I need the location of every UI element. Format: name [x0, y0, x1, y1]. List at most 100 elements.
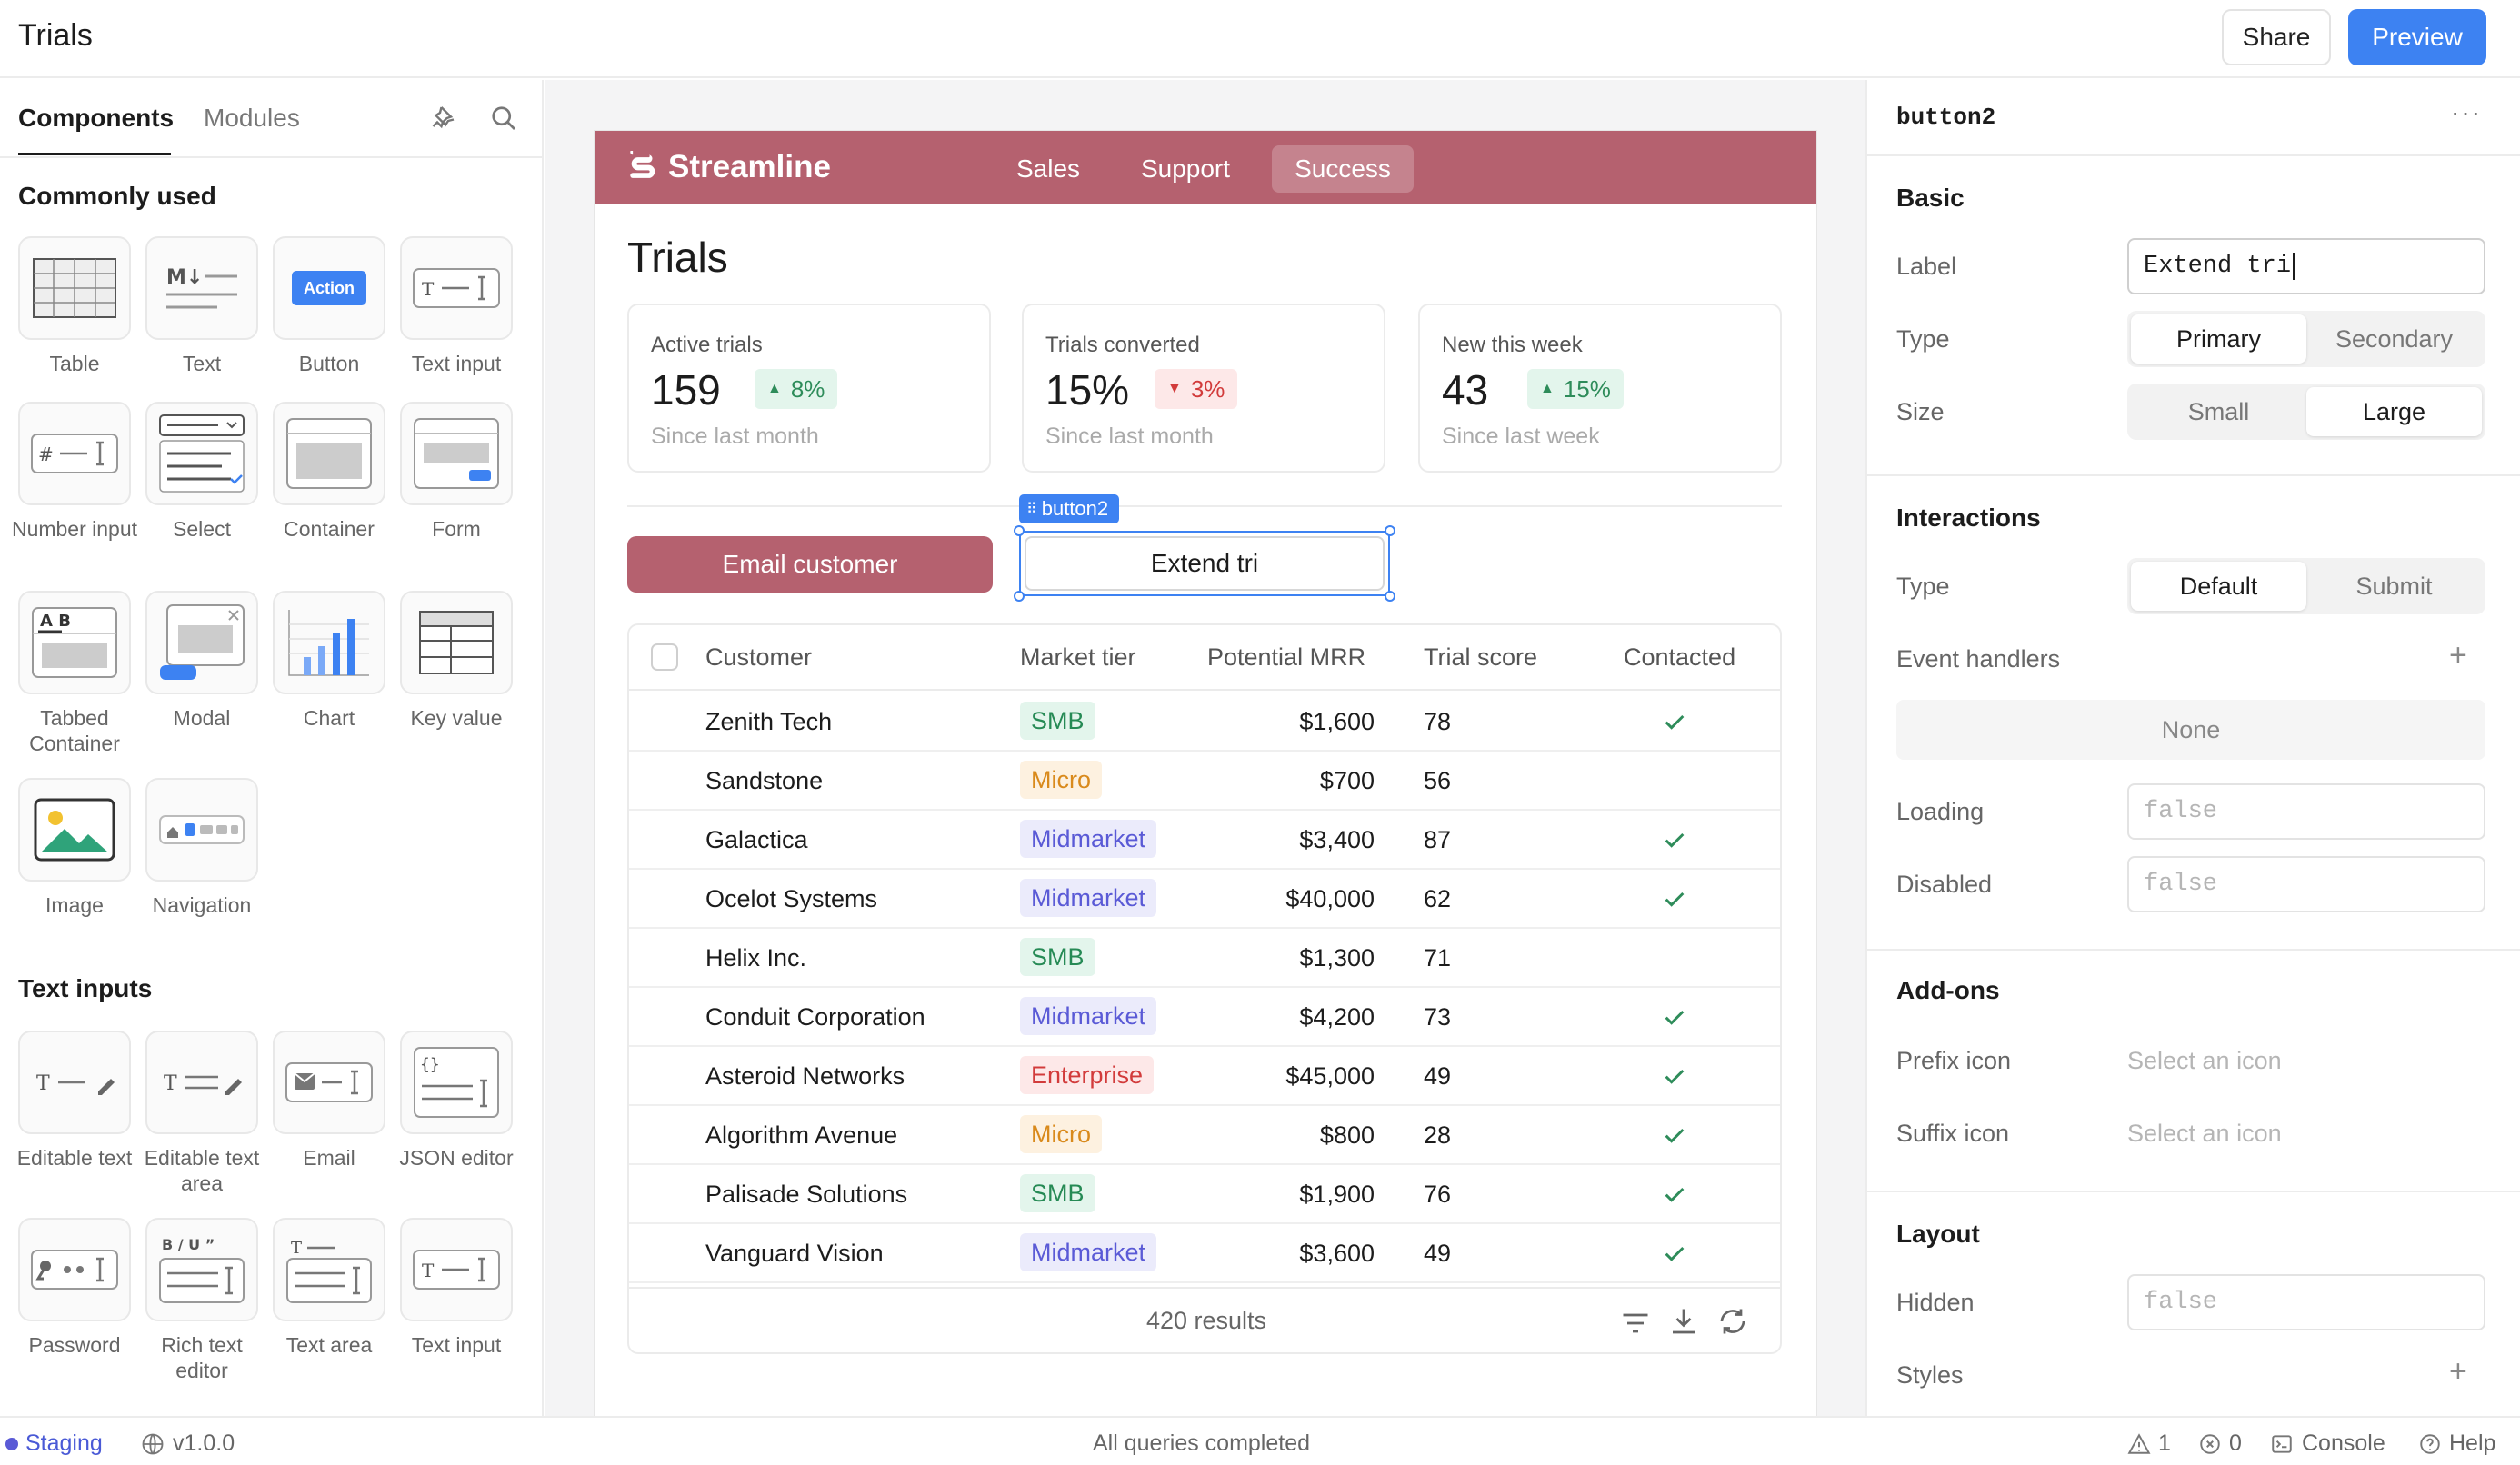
component-rich-text-editor[interactable]: B / U ” Rich text editor	[138, 1218, 265, 1383]
table-row[interactable]: Galactica Midmarket $3,400 87	[629, 811, 1780, 870]
component-text-input[interactable]: T Text input	[393, 236, 520, 376]
extend-trial-button-selected[interactable]: Extend tri	[1019, 531, 1390, 596]
table-row[interactable]: Algorithm Avenue Micro $800 28	[629, 1106, 1780, 1165]
nav-support[interactable]: Support	[1140, 154, 1231, 183]
component-password[interactable]: Password	[11, 1218, 138, 1358]
resize-handle[interactable]	[1014, 591, 1025, 602]
section-layout[interactable]: Layout	[1896, 1220, 1980, 1248]
component-tabbed-container[interactable]: A B Tabbed Container	[11, 591, 138, 756]
component-key-value[interactable]: Key value	[393, 591, 520, 731]
extend-trial-button[interactable]: Extend tri	[1025, 536, 1385, 591]
table-row[interactable]: Vanguard Vision Midmarket $3,600 49	[629, 1224, 1780, 1283]
component-text-area[interactable]: T Text area	[265, 1218, 393, 1358]
table-row[interactable]: Asteroid Networks Enterprise $45,000 49	[629, 1047, 1780, 1106]
modal-icon	[160, 604, 245, 680]
component-image[interactable]: Image	[11, 778, 138, 918]
kpi-label: Active trials	[651, 333, 763, 357]
component-name[interactable]: button2	[1896, 104, 1996, 131]
type-segmented-control[interactable]: Primary Secondary	[2127, 311, 2485, 367]
selected-component-tag[interactable]: ⠿ button2	[1019, 494, 1120, 523]
component-editable-text-area[interactable]: T Editable text area	[138, 1031, 265, 1196]
column-header[interactable]: Contacted	[1624, 643, 1736, 671]
size-option-small[interactable]: Small	[2187, 397, 2250, 425]
component-select[interactable]: Select	[138, 402, 265, 542]
component-text-input-2[interactable]: T Text input	[393, 1218, 520, 1358]
label-input[interactable]: Extend tri	[2127, 238, 2485, 294]
navigation-icon	[159, 815, 245, 844]
download-icon[interactable]	[1667, 1305, 1700, 1338]
resize-handle[interactable]	[1014, 525, 1025, 536]
type-option-primary[interactable]: Primary	[2131, 314, 2306, 364]
pin-icon[interactable]	[429, 102, 462, 135]
search-icon[interactable]	[487, 102, 520, 135]
table-row[interactable]: Ocelot Systems Midmarket $40,000 62	[629, 870, 1780, 929]
key-value-icon	[419, 611, 494, 674]
resize-handle[interactable]	[1385, 525, 1395, 536]
cell-market-tier-badge: SMB	[1020, 702, 1095, 740]
table-row[interactable]: Palisade Solutions SMB $1,900 76	[629, 1165, 1780, 1224]
nav-sales[interactable]: Sales	[1015, 154, 1081, 183]
brand[interactable]: Streamline	[626, 145, 831, 189]
inspector-panel: button2 ··· Basic Label Extend tri Type …	[1865, 80, 2520, 1416]
section-interactions[interactable]: Interactions	[1896, 503, 2041, 532]
size-option-large[interactable]: Large	[2306, 387, 2482, 436]
component-button[interactable]: Action Button	[265, 236, 393, 376]
svg-text:T: T	[422, 278, 435, 300]
component-table[interactable]: Table	[11, 236, 138, 376]
component-navigation[interactable]: Navigation	[138, 778, 265, 918]
share-button[interactable]: Share	[2222, 9, 2331, 65]
console-button[interactable]: Console	[2269, 1430, 2385, 1457]
hidden-input[interactable]: false	[2127, 1274, 2485, 1330]
column-header[interactable]: Customer	[705, 643, 813, 671]
section-basic[interactable]: Basic	[1896, 184, 1965, 212]
suffix-icon-select[interactable]: Select an icon	[2127, 1120, 2282, 1147]
table-row[interactable]: Sandstone Micro $700 56	[629, 752, 1780, 811]
component-container[interactable]: Container	[265, 402, 393, 542]
text-input-icon: T	[413, 268, 500, 308]
column-header[interactable]: Trial score	[1424, 643, 1538, 671]
table-row[interactable]: Zenith Tech SMB $1,600 78	[629, 693, 1780, 752]
disabled-input[interactable]: false	[2127, 856, 2485, 912]
nav-success[interactable]: Success	[1272, 145, 1414, 193]
errors-count[interactable]: 0	[2198, 1430, 2242, 1457]
select-all-checkbox[interactable]	[651, 643, 678, 671]
loading-input[interactable]: false	[2127, 783, 2485, 840]
check-icon	[1660, 884, 1689, 913]
active-tab-indicator	[18, 153, 171, 155]
section-add-ons[interactable]: Add-ons	[1896, 976, 2000, 1004]
help-button[interactable]: Help	[2418, 1430, 2495, 1457]
table-row[interactable]: Helix Inc. SMB $1,300 71	[629, 929, 1780, 988]
interaction-option-default[interactable]: Default	[2131, 562, 2306, 611]
component-form[interactable]: Form	[393, 402, 520, 542]
add-event-handler-icon[interactable]: +	[2449, 638, 2467, 673]
table-row[interactable]: Conduit Corporation Midmarket $4,200 73	[629, 988, 1780, 1047]
resize-handle[interactable]	[1385, 591, 1395, 602]
component-email[interactable]: Email	[265, 1031, 393, 1171]
interaction-type-segmented-control[interactable]: Default Submit	[2127, 558, 2485, 614]
filter-icon[interactable]	[1618, 1307, 1653, 1340]
environment-switcher[interactable]: Staging	[5, 1430, 103, 1457]
size-segmented-control[interactable]: Small Large	[2127, 384, 2485, 440]
column-header[interactable]: Potential MRR	[1207, 643, 1366, 671]
component-text[interactable]: M↓ Text	[138, 236, 265, 376]
component-json-editor[interactable]: {} JSON editor	[393, 1031, 520, 1171]
more-options-icon[interactable]: ···	[2451, 98, 2482, 126]
refresh-icon[interactable]	[1716, 1305, 1749, 1338]
svg-text:#: #	[38, 443, 54, 465]
interaction-option-submit[interactable]: Submit	[2355, 572, 2433, 600]
type-option-secondary[interactable]: Secondary	[2335, 324, 2454, 353]
email-customer-button[interactable]: Email customer	[627, 536, 993, 593]
add-style-icon[interactable]: +	[2449, 1354, 2467, 1389]
text-area-icon: T	[286, 1239, 372, 1303]
tab-components[interactable]: Components	[18, 104, 175, 132]
version-selector[interactable]: v1.0.0	[140, 1430, 235, 1457]
warnings-count[interactable]: 1	[2127, 1430, 2171, 1457]
preview-button[interactable]: Preview	[2348, 9, 2486, 65]
tab-modules[interactable]: Modules	[204, 104, 300, 132]
component-modal[interactable]: Modal	[138, 591, 265, 731]
prefix-icon-select[interactable]: Select an icon	[2127, 1047, 2282, 1074]
component-number-input[interactable]: # Number input	[11, 402, 138, 542]
component-chart[interactable]: Chart	[265, 591, 393, 731]
column-header[interactable]: Market tier	[1020, 643, 1136, 671]
component-editable-text[interactable]: T Editable text	[11, 1031, 138, 1171]
